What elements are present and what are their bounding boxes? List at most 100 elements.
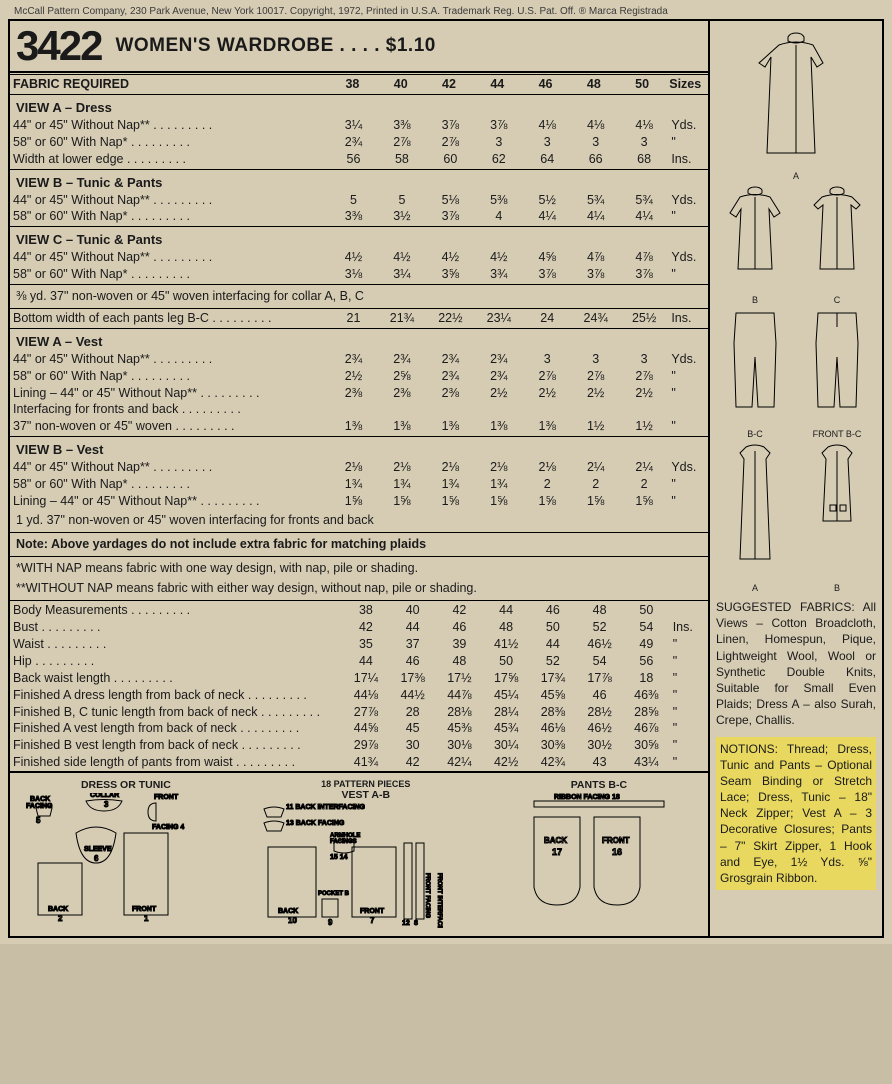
row-value: 4⅝	[523, 249, 571, 266]
row-value: 3	[571, 134, 619, 151]
table-row: Finished A dress length from back of nec…	[10, 687, 708, 704]
view-b-tunic-table: 44" or 45" Without Nap** . . . . . . . .…	[10, 192, 708, 226]
row-value: 28	[389, 704, 436, 721]
row-value: 2⅛	[475, 459, 523, 476]
row-value: 50	[483, 653, 530, 670]
view-c-tunic-heading: VIEW C – Tunic & Pants	[10, 228, 708, 249]
row-value: 1⅜	[378, 418, 426, 435]
row-value: 28⅜	[530, 704, 577, 721]
row-value: 3	[620, 134, 668, 151]
svg-text:FRONT INTERFACING: FRONT INTERFACING	[436, 873, 442, 928]
view-a-vest-heading: VIEW A – Vest	[10, 330, 708, 351]
svg-text:FRONT: FRONT	[360, 908, 385, 915]
table-row: Lining – 44" or 45" Without Nap** . . . …	[10, 493, 708, 510]
row-unit: "	[668, 385, 708, 402]
size-col: 42	[425, 76, 473, 93]
row-value: 21	[329, 310, 377, 327]
row-value	[571, 401, 619, 418]
row-value: 45⅜	[436, 720, 483, 737]
row-value: 1⅝	[571, 493, 619, 510]
row-label: 44" or 45" Without Nap** . . . . . . . .…	[10, 351, 329, 368]
row-value: 3⅞	[426, 208, 474, 225]
row-value: 2⅞	[523, 368, 571, 385]
row-value: 44	[389, 619, 436, 636]
row-value: 56	[329, 151, 377, 168]
nap-note-2: **WITHOUT NAP means fabric with either w…	[10, 578, 708, 599]
row-value: 3⅞	[523, 266, 571, 283]
table-row: 58" or 60" With Nap* . . . . . . . . .3⅜…	[10, 208, 708, 225]
row-value: 22½	[426, 310, 474, 327]
row-value: 2⅛	[329, 459, 377, 476]
row-value: 46	[576, 687, 623, 704]
row-unit: Ins.	[668, 151, 708, 168]
row-label: 58" or 60" With Nap* . . . . . . . . .	[10, 476, 329, 493]
row-value: 38	[343, 602, 390, 619]
row-value	[329, 401, 377, 418]
row-value: 2¾	[329, 351, 377, 368]
row-unit: Yds.	[668, 249, 708, 266]
row-unit: Yds.	[668, 351, 708, 368]
row-value: 4½	[426, 249, 474, 266]
row-value: 1⅝	[620, 493, 668, 510]
size-col: 44	[473, 76, 521, 93]
sketch-c-label: C	[798, 295, 876, 305]
row-value: 46	[436, 619, 483, 636]
row-value: 30½	[576, 737, 623, 754]
row-value: 48	[576, 602, 623, 619]
row-value: 52	[576, 619, 623, 636]
row-value: 4¼	[571, 208, 619, 225]
svg-text:6: 6	[94, 854, 99, 863]
row-value: 54	[623, 619, 670, 636]
svg-text:FACING 4: FACING 4	[152, 824, 184, 831]
row-label: Lining – 44" or 45" Without Nap** . . . …	[10, 385, 329, 402]
row-value: 42¾	[530, 754, 577, 771]
table-row: 58" or 60" With Nap* . . . . . . . . .2½…	[10, 368, 708, 385]
sketch-vest-a	[716, 441, 794, 571]
table-row: 44" or 45" Without Nap** . . . . . . . .…	[10, 192, 708, 209]
svg-text:3: 3	[104, 800, 109, 809]
svg-text:COLLAR: COLLAR	[90, 793, 119, 799]
svg-text:16: 16	[612, 847, 622, 857]
row-value: 1½	[620, 418, 668, 435]
sketch-b-label: B	[716, 295, 794, 305]
row-value: 2¾	[475, 368, 523, 385]
body-measurements-table: Body Measurements . . . . . . . . .38404…	[10, 602, 708, 771]
row-value: 46⅜	[623, 687, 670, 704]
row-label: Interfacing for fronts and back . . . . …	[10, 401, 329, 418]
fabric-required-label: FABRIC REQUIRED	[10, 76, 328, 93]
row-value: 4⅛	[571, 117, 619, 134]
table-row: Bust . . . . . . . . .42444648505254Ins.	[10, 619, 708, 636]
layout-a-diagram: BACKFACING5 COLLAR3 FRONTFACING 4 SLEEVE…	[26, 793, 226, 923]
row-unit: "	[670, 754, 708, 771]
table-row: 44" or 45" Without Nap** . . . . . . . .…	[10, 459, 708, 476]
row-value: 46	[389, 653, 436, 670]
row-unit: "	[668, 368, 708, 385]
layout-b-diagram: 11 BACK INTERFACING 13 BACK FACING BACK1…	[256, 803, 476, 928]
row-value: 42	[436, 602, 483, 619]
view-b-tunic-heading: VIEW B – Tunic & Pants	[10, 171, 708, 192]
svg-text:1: 1	[144, 914, 149, 923]
row-value: 2¾	[426, 351, 474, 368]
interfacing-note: ⅜ yd. 37" non-woven or 45" woven interfa…	[10, 286, 708, 307]
row-unit	[670, 602, 708, 619]
row-value: 30	[389, 737, 436, 754]
pattern-envelope-back: McCall Pattern Company, 230 Park Avenue,…	[0, 0, 892, 944]
row-value: 39	[436, 636, 483, 653]
sketch-pants-front-label: FRONT B-C	[798, 429, 876, 439]
table-row: Interfacing for fronts and back . . . . …	[10, 401, 708, 418]
row-value: 68	[620, 151, 668, 168]
row-value	[620, 401, 668, 418]
header: 3422 WOMEN'S WARDROBE . . . . $1.10	[10, 21, 708, 73]
row-label: Finished A vest length from back of neck…	[10, 720, 343, 737]
size-col: 48	[570, 76, 618, 93]
row-value: 3⅞	[571, 266, 619, 283]
row-value: 42	[389, 754, 436, 771]
row-label: 44" or 45" Without Nap** . . . . . . . .…	[10, 459, 329, 476]
size-col: 40	[377, 76, 425, 93]
row-value: 5½	[523, 192, 571, 209]
table-row: Finished side length of pants from waist…	[10, 754, 708, 771]
row-value: 42¼	[436, 754, 483, 771]
row-value: 1⅜	[329, 418, 377, 435]
table-row: 44" or 45" Without Nap** . . . . . . . .…	[10, 249, 708, 266]
row-value: 42½	[483, 754, 530, 771]
